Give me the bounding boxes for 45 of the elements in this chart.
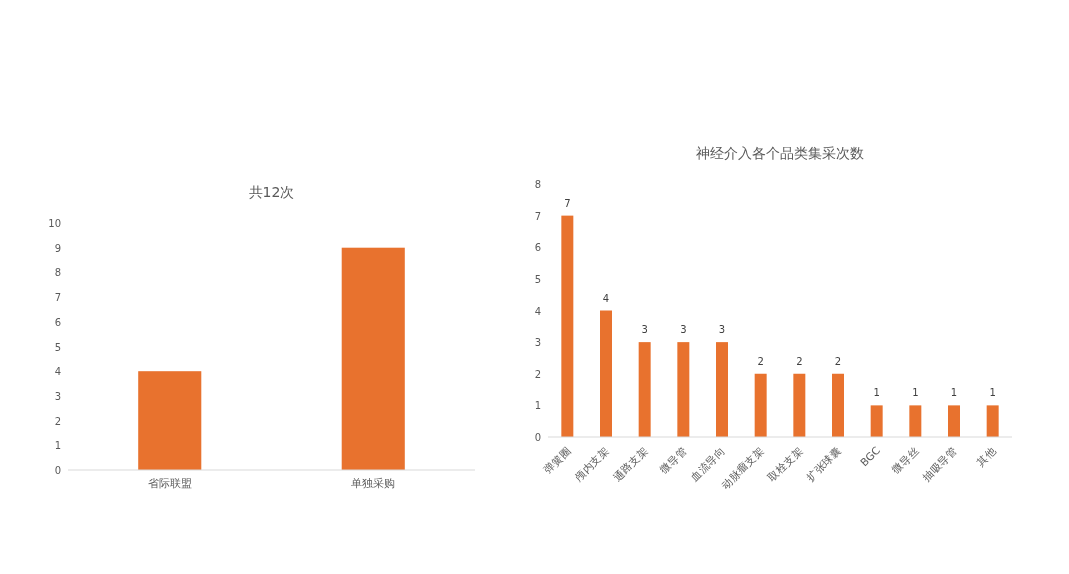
data-label: 1 (989, 387, 996, 399)
x-tick-label: 抽吸导管 (919, 443, 960, 484)
x-tick-label: 省际联盟 (147, 477, 192, 490)
y-tick-label: 7 (54, 292, 61, 304)
data-label: 2 (757, 355, 764, 367)
y-tick-label: 3 (534, 337, 541, 349)
data-label: 3 (680, 324, 687, 336)
data-label: 4 (602, 292, 610, 304)
y-tick-label: 1 (54, 440, 61, 452)
y-tick-label: 5 (54, 341, 61, 353)
y-tick-label: 5 (534, 273, 541, 285)
chart-title: 共12次 (248, 184, 295, 200)
x-tick-label: 取栓支架 (765, 443, 805, 484)
x-tick-label: 微导丝 (888, 443, 921, 476)
data-label: 1 (873, 387, 880, 399)
y-tick-label: 0 (54, 465, 61, 476)
y-tick-label: 2 (54, 415, 61, 427)
data-label: 2 (796, 355, 803, 367)
y-tick-label: 8 (54, 267, 61, 279)
data-label: 1 (950, 387, 958, 399)
data-label: 2 (834, 355, 842, 367)
y-tick-label: 8 (534, 179, 541, 190)
x-tick-label: 单独采购 (351, 477, 396, 490)
data-label: 3 (641, 324, 648, 336)
y-tick-label: 4 (534, 305, 541, 317)
x-tick-label: 扩张球囊 (803, 443, 844, 484)
data-label: 3 (718, 324, 726, 336)
y-tick-label: 0 (534, 432, 541, 443)
y-tick-label: 9 (54, 242, 61, 254)
data-label: 7 (564, 197, 571, 209)
chart-title: 神经介入各个品类集采次数 (696, 145, 864, 161)
y-tick-label: 6 (54, 316, 61, 328)
y-tick-label: 7 (534, 210, 541, 222)
x-tick-label: 其他 (974, 443, 999, 468)
y-tick-label: 4 (54, 366, 61, 378)
y-tick-label: 6 (534, 242, 541, 254)
x-tick-label: 通路支架 (610, 443, 651, 484)
x-tick-label: 颅内支架 (571, 443, 612, 484)
x-tick-label: 弹簧圈 (540, 443, 573, 476)
x-tick-label: 微导管 (656, 443, 689, 476)
y-tick-label: 2 (534, 368, 541, 380)
y-tick-label: 3 (54, 390, 61, 402)
y-tick-label: 1 (534, 400, 541, 412)
y-tick-label: 10 (48, 218, 61, 229)
data-label: 1 (912, 387, 919, 399)
